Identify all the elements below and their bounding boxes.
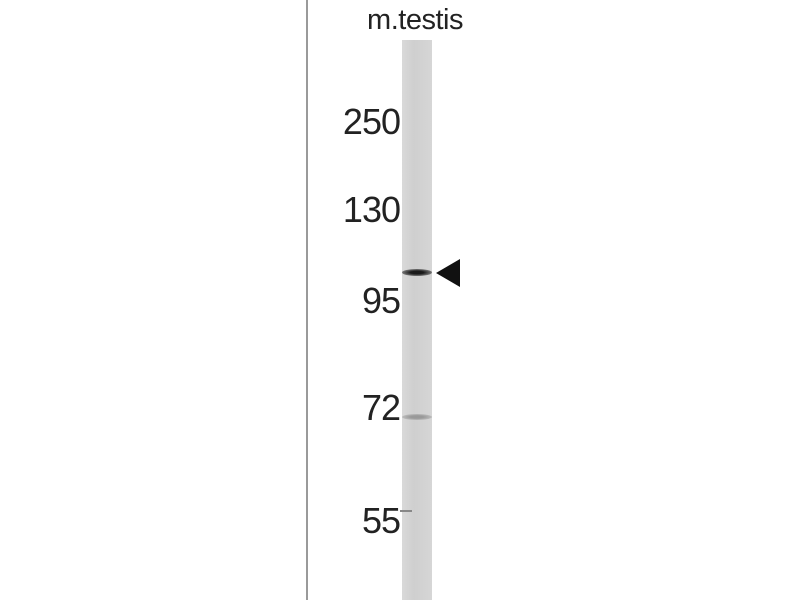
marker-label-130: 130 [342,189,401,230]
panel-divider [306,0,308,600]
arrow-indicator-icon [436,259,460,287]
faint-band-72 [402,414,432,420]
marker-label-55: 55 [361,500,401,541]
marker-tick-55 [400,510,412,512]
blot-lane [402,40,432,600]
marker-label-72: 72 [361,387,401,428]
marker-label-250: 250 [342,101,401,142]
marker-label-95: 95 [361,280,401,321]
lane-label: m.testis [367,4,463,36]
target-band [402,269,432,276]
